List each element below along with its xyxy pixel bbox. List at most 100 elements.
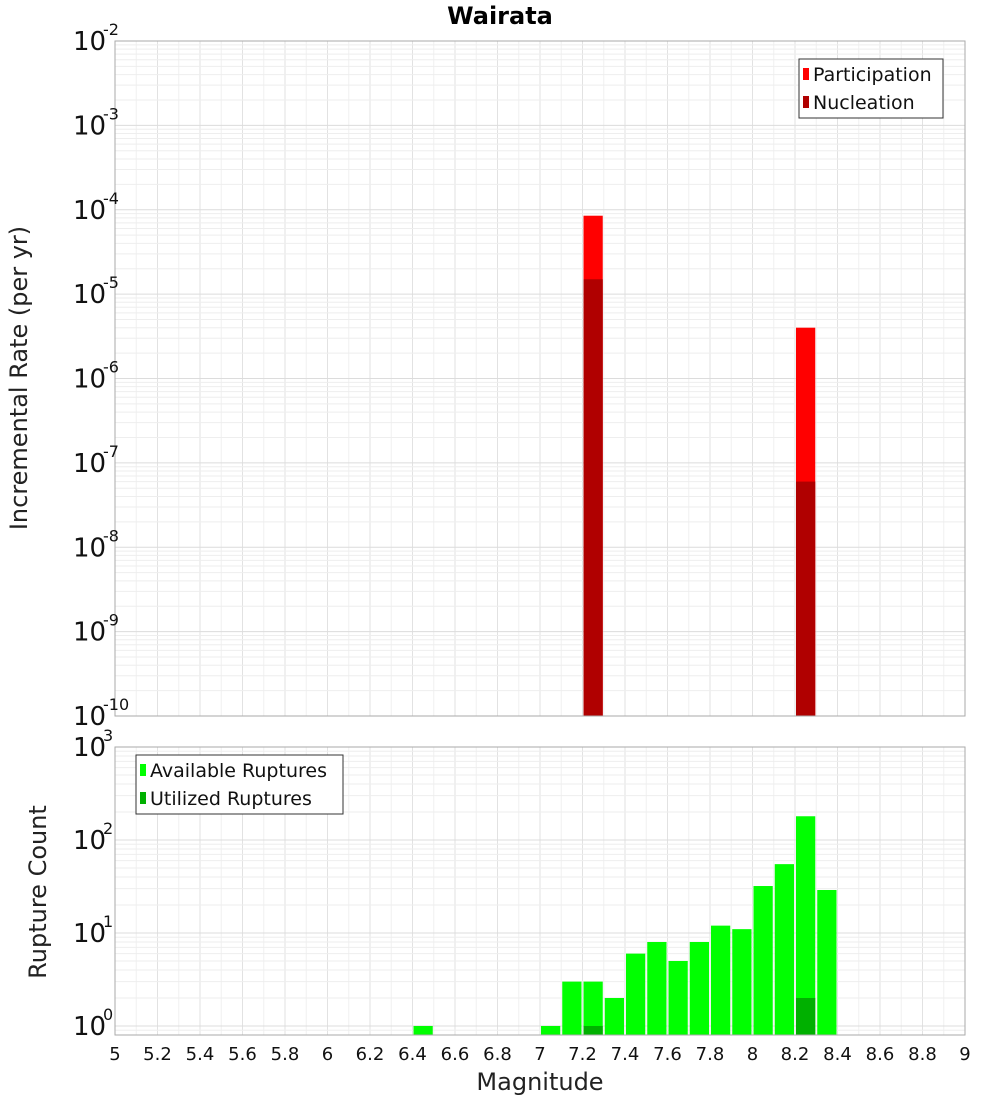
y-tick-exponent: -4 <box>103 189 119 208</box>
x-tick-label: 5.8 <box>271 1044 300 1065</box>
x-tick-label: 7.2 <box>568 1044 597 1065</box>
count-plot-frame <box>114 746 966 1036</box>
legend-box <box>798 58 944 119</box>
y-tick-label: 103 <box>73 726 113 763</box>
bar-utilized-ruptures <box>583 1025 603 1035</box>
legend-swatch <box>803 68 809 80</box>
x-tick-label: 8.2 <box>781 1044 810 1065</box>
x-tick-label: 5.2 <box>143 1044 172 1065</box>
x-tick-label: 6 <box>322 1044 333 1065</box>
y-tick-label: 10-8 <box>73 526 119 563</box>
y-tick-label: 101 <box>73 912 113 949</box>
bar-available-ruptures <box>626 953 646 1035</box>
count-plot-bars <box>413 816 837 1035</box>
y-tick-base: 10 <box>73 702 106 732</box>
x-tick-label: 6.4 <box>398 1044 427 1065</box>
count-plot-legend: Available Ruptures Utilized Ruptures <box>135 754 344 815</box>
legend-box <box>135 754 344 815</box>
y-tick-label: 100 <box>73 1005 113 1042</box>
y-tick-exponent: -7 <box>103 442 119 461</box>
bar-available-ruptures <box>562 981 582 1035</box>
bar-available-ruptures <box>711 925 731 1035</box>
bar-available-ruptures <box>583 981 603 1035</box>
y-tick-base: 10 <box>73 449 106 479</box>
y-tick-label: 10-9 <box>73 611 119 648</box>
legend-entry: Nucleation <box>813 92 915 114</box>
x-tick-label: 7.4 <box>611 1044 640 1065</box>
x-tick-label: 8.6 <box>866 1044 895 1065</box>
rate-plot-frame <box>114 40 966 717</box>
legend-entry: Utilized Ruptures <box>150 788 312 810</box>
y-tick-exponent: -5 <box>103 273 119 292</box>
y-tick-exponent: -2 <box>103 20 119 39</box>
y-tick-base: 10 <box>73 1012 106 1042</box>
y-tick-base: 10 <box>73 733 106 763</box>
x-tick-label: 8 <box>747 1044 758 1065</box>
x-tick-label: 7.8 <box>696 1044 725 1065</box>
bar-available-ruptures <box>541 1025 561 1035</box>
bar-available-ruptures <box>774 864 794 1035</box>
y-tick-label: 102 <box>73 819 113 856</box>
x-tick-label: 5.6 <box>228 1044 257 1065</box>
x-tick-label: 6.6 <box>441 1044 470 1065</box>
y-tick-base: 10 <box>73 27 106 57</box>
bar-nucleation <box>796 481 816 716</box>
magnitude-x-ticks: 5 5.2 5.4 5.6 5.8 6 6.2 6.4 6.6 6.8 7 7.2 7.4 7.6 7.8 8… <box>109 1044 970 1065</box>
y-tick-base: 10 <box>73 280 106 310</box>
bar-available-ruptures <box>604 997 624 1035</box>
y-tick-label: 10-4 <box>73 189 119 226</box>
legend-entry: Participation <box>813 64 932 86</box>
bar-nucleation <box>583 279 603 716</box>
y-tick-base: 10 <box>73 111 106 141</box>
rate-plot-grid <box>114 41 966 717</box>
y-tick-exponent: 3 <box>103 726 113 745</box>
y-tick-base: 10 <box>73 196 106 226</box>
y-tick-base: 10 <box>73 826 106 856</box>
x-tick-label: 7 <box>534 1044 545 1065</box>
bar-available-ruptures <box>647 942 667 1035</box>
rate-plot-bars <box>583 215 816 717</box>
legend-swatch <box>803 96 809 108</box>
bar-available-ruptures <box>796 816 816 1035</box>
x-tick-label: 5 <box>109 1044 120 1065</box>
bar-available-ruptures <box>413 1025 433 1035</box>
y-tick-exponent: -8 <box>103 526 119 545</box>
x-tick-label: 6.2 <box>356 1044 385 1065</box>
y-tick-base: 10 <box>73 533 106 563</box>
bar-available-ruptures <box>753 886 773 1035</box>
count-y-axis-label: Rupture Count <box>24 805 52 979</box>
x-tick-label: 7.6 <box>653 1044 682 1065</box>
y-tick-base: 10 <box>73 919 106 949</box>
y-tick-base: 10 <box>73 365 106 395</box>
rate-y-axis-label: Incremental Rate (per yr) <box>5 226 33 530</box>
x-tick-label: 5.4 <box>186 1044 215 1065</box>
legend-swatch <box>140 764 146 776</box>
x-tick-label: 6.8 <box>483 1044 512 1065</box>
y-tick-label: 10-7 <box>73 442 119 479</box>
y-tick-exponent: 1 <box>103 912 113 931</box>
y-tick-exponent: -3 <box>103 104 119 123</box>
y-tick-exponent: 2 <box>103 819 113 838</box>
chart-title: Wairata <box>447 2 553 30</box>
y-tick-label: 10-10 <box>73 695 129 732</box>
y-tick-label: 10-5 <box>73 273 119 310</box>
y-tick-label: 10-2 <box>73 20 119 57</box>
bar-utilized-ruptures <box>796 997 816 1035</box>
bar-available-ruptures <box>732 929 752 1035</box>
bar-available-ruptures <box>689 942 709 1035</box>
legend-swatch <box>140 792 146 804</box>
y-tick-label: 10-6 <box>73 358 119 395</box>
bar-available-ruptures <box>817 889 837 1035</box>
rate-plot-legend: Participation Nucleation <box>798 58 944 119</box>
y-tick-exponent: 0 <box>103 1005 113 1024</box>
x-tick-label: 8.4 <box>823 1044 852 1065</box>
legend-entry: Available Ruptures <box>150 760 327 782</box>
bar-available-ruptures <box>668 960 688 1035</box>
x-tick-label: 8.8 <box>908 1044 937 1065</box>
y-tick-exponent: -10 <box>103 695 129 714</box>
y-tick-base: 10 <box>73 618 106 648</box>
y-tick-exponent: -9 <box>103 611 119 630</box>
